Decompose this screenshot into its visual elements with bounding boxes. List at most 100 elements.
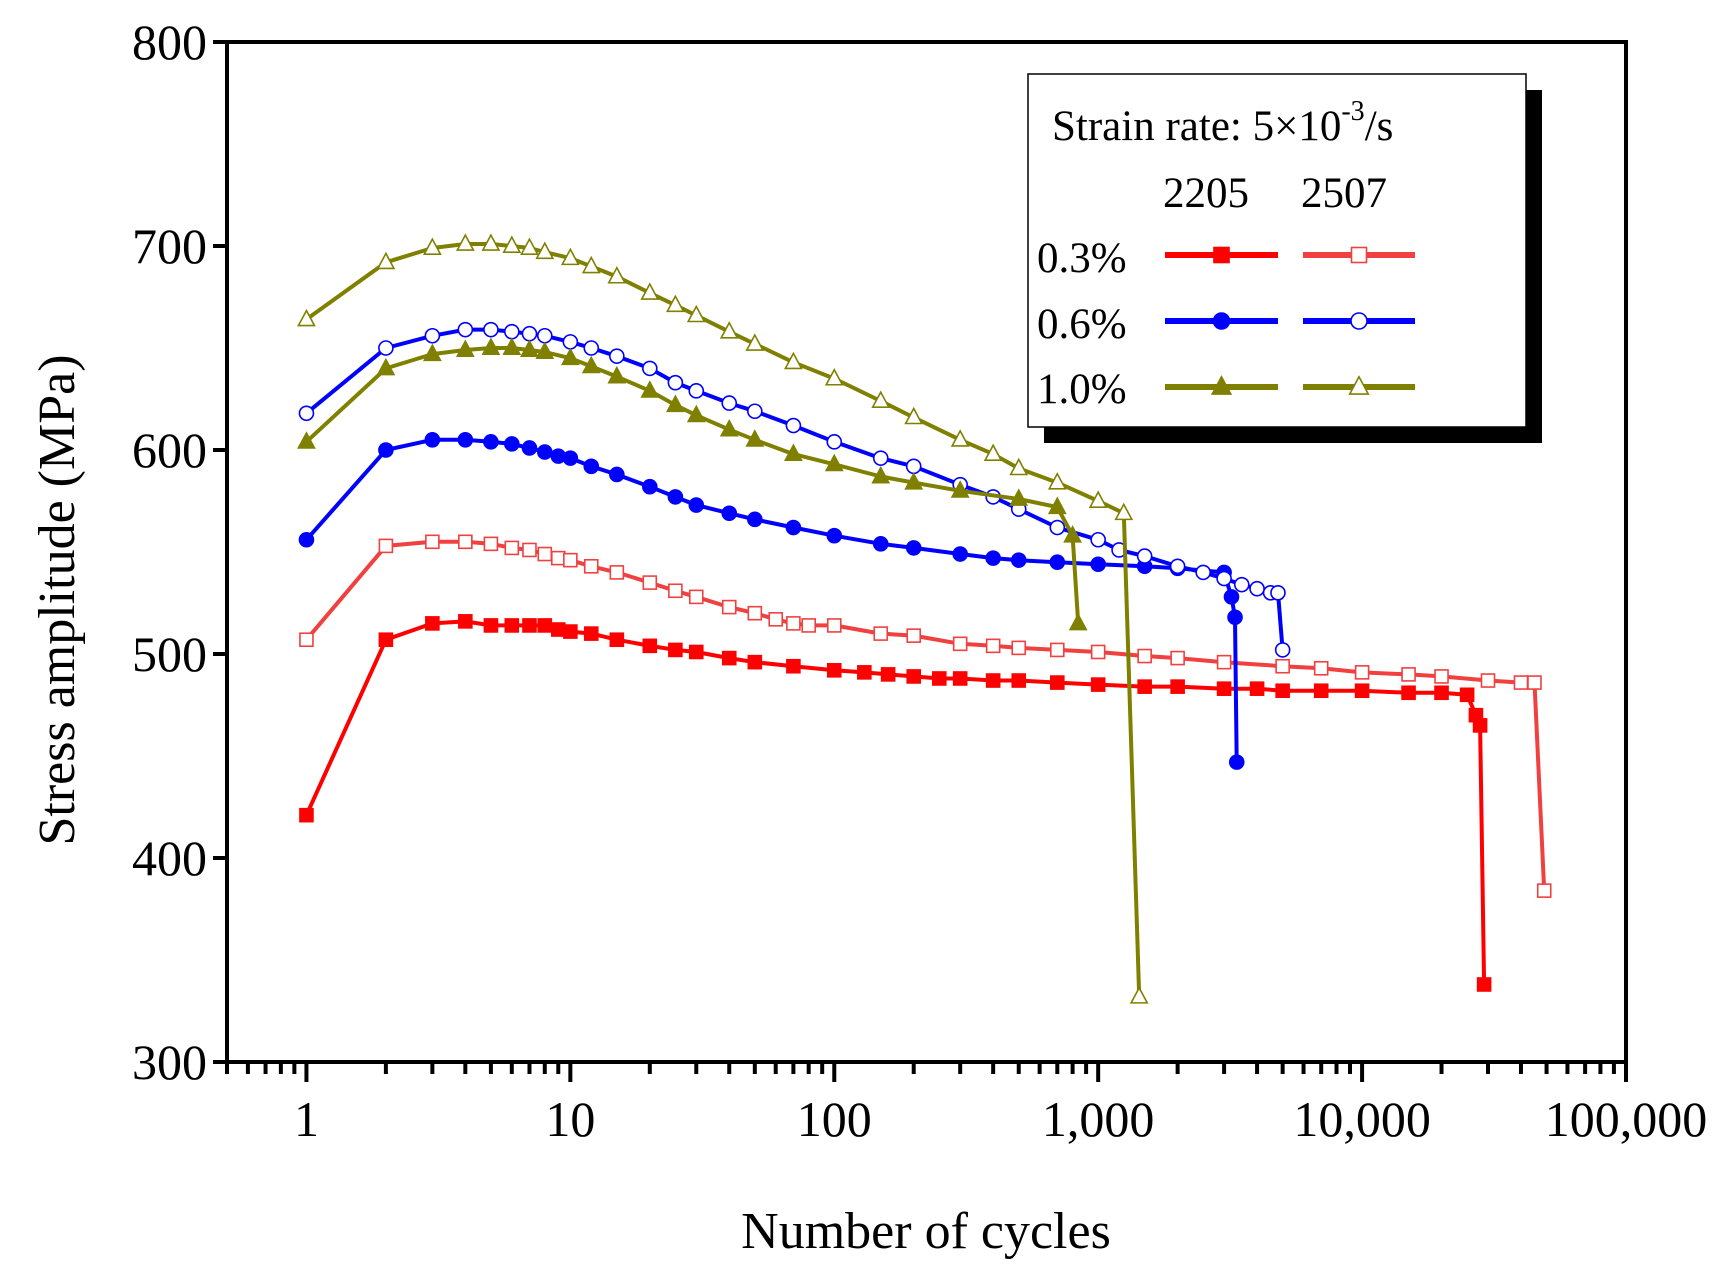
data-point (665, 294, 685, 313)
data-point (583, 340, 600, 356)
data-point (1170, 679, 1185, 694)
data-point (642, 478, 658, 495)
x-tick-label: 1,000 (1042, 1091, 1155, 1147)
data-point (1313, 683, 1329, 699)
data-point (504, 540, 520, 556)
x-axis-title: Number of cycles (741, 1203, 1111, 1260)
x-tick-label: 100,000 (1545, 1091, 1708, 1147)
data-point (952, 546, 968, 562)
data-point (1233, 576, 1250, 593)
data-point (1009, 457, 1029, 476)
data-point (640, 282, 660, 300)
data-point (983, 443, 1003, 462)
data-point (1401, 685, 1416, 701)
data-point (783, 351, 803, 370)
data-point (785, 519, 802, 536)
data-point (1011, 640, 1027, 656)
data-point (536, 327, 553, 344)
axis-ticks (213, 40, 1628, 1082)
data-point (905, 540, 922, 556)
data-point (378, 442, 394, 458)
data-point (1275, 658, 1290, 674)
data-point (425, 534, 440, 550)
data-point (1228, 754, 1245, 770)
data-point (581, 255, 601, 274)
data-point (747, 403, 763, 420)
series-2507-0-3pct (299, 534, 1552, 898)
data-point (458, 534, 473, 550)
data-point (520, 237, 539, 255)
legend-swatch-marker (1213, 246, 1230, 264)
data-point (1170, 650, 1185, 666)
data-point (455, 339, 475, 357)
data-point (667, 489, 684, 505)
data-point (721, 650, 737, 666)
data-point (1434, 669, 1449, 684)
data-series (297, 233, 1552, 1004)
data-point (522, 542, 537, 558)
data-point (786, 616, 801, 631)
data-point (1049, 554, 1066, 571)
data-point (686, 304, 706, 323)
data-point (783, 443, 803, 462)
data-point (719, 321, 739, 339)
data-point (721, 505, 738, 522)
data-point (483, 536, 499, 552)
legend-row-label: 0.6% (1037, 301, 1127, 348)
data-point (642, 360, 658, 377)
data-point (871, 390, 891, 408)
data-point (872, 536, 889, 552)
y-tick-label: 300 (132, 1034, 207, 1090)
data-point (1527, 675, 1542, 690)
data-point (1476, 977, 1492, 992)
data-point (537, 618, 553, 633)
data-point (376, 251, 396, 270)
data-point (298, 405, 315, 422)
data-point (906, 669, 922, 684)
data-point (1049, 675, 1065, 690)
data-point (826, 527, 843, 544)
data-point (745, 429, 765, 447)
data-point (1354, 683, 1370, 699)
data-point (688, 497, 705, 513)
data-point (1472, 718, 1488, 733)
x-tick-label: 10,000 (1293, 1091, 1431, 1147)
data-point (747, 654, 763, 670)
legend-box (1027, 73, 1527, 428)
y-tick-label: 700 (132, 218, 207, 274)
y-axis-title: Stress amplitude (MPa) (29, 354, 86, 845)
data-point (1010, 552, 1027, 568)
series-line (304, 539, 1547, 891)
data-point (721, 599, 737, 615)
y-tick-label: 400 (132, 830, 207, 886)
data-point (824, 453, 844, 472)
data-point (952, 671, 968, 686)
data-point (424, 431, 441, 448)
data-point (521, 325, 538, 342)
data-point (1401, 667, 1416, 682)
data-point (688, 383, 705, 399)
data-point (801, 618, 816, 633)
data-point (504, 323, 520, 340)
data-point (1480, 673, 1496, 688)
x-tick-label: 100 (797, 1091, 872, 1147)
data-point (1270, 584, 1286, 601)
data-point (880, 667, 896, 682)
data-point (642, 638, 658, 654)
y-tick-label: 500 (132, 626, 207, 682)
legend-row-label: 1.0% (1037, 366, 1127, 413)
y-tick-label: 600 (132, 422, 207, 478)
data-point (688, 644, 704, 660)
data-point (607, 266, 627, 284)
data-point (667, 374, 684, 391)
data-point (378, 632, 394, 648)
data-point (481, 233, 501, 251)
legend-swatch-marker (1350, 312, 1368, 330)
data-point (985, 638, 1001, 654)
data-point (562, 334, 579, 350)
data-point (581, 355, 601, 374)
data-point (721, 395, 738, 411)
data-point (873, 626, 889, 641)
legend-swatch-marker (1212, 312, 1231, 330)
